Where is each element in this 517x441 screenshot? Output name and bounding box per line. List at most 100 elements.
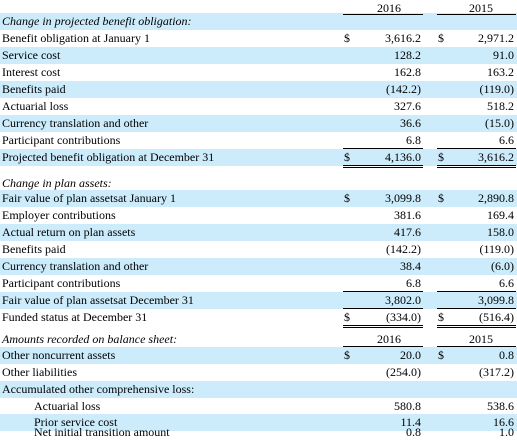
table-row: Other liabilities (254.0) (317.2) <box>0 364 517 381</box>
value-current: 3,099.8 <box>385 191 421 205</box>
currency-symbol: $ <box>344 310 350 324</box>
value-current: 0.8 <box>406 425 421 439</box>
value-current: 381.6 <box>394 208 421 222</box>
value-prior: 16.6 <box>493 415 514 429</box>
total-double-rule <box>437 165 516 168</box>
row-label: Service cost <box>2 48 61 62</box>
total-double-rule <box>343 165 423 168</box>
column-header-row: 2016 2015 <box>0 0 517 17</box>
total-row: Projected benefit obligation at December… <box>0 149 517 166</box>
table-row: Prior service cost 11.4 16.6 <box>0 414 517 431</box>
value-current: 38.4 <box>400 259 421 273</box>
header-underline-current <box>343 346 423 347</box>
section-title: Amounts recorded on balance sheet: <box>2 332 178 346</box>
value-current: 327.6 <box>394 99 421 113</box>
value-current: (142.2) <box>386 82 421 96</box>
row-label: Fair value of plan assetsat January 1 <box>2 191 176 205</box>
value-current: (142.2) <box>386 242 421 256</box>
table-row: Benefits paid (142.2) (119.0) <box>0 241 517 258</box>
value-prior: 538.6 <box>487 399 514 413</box>
value-prior: 3,099.8 <box>478 293 514 307</box>
year-header-current: 2016 <box>377 1 401 15</box>
year-header-prior: 2015 <box>469 1 493 15</box>
table-row: Currency translation and other 36.6 (15.… <box>0 115 517 132</box>
total-row: Funded status at December 31 $ (334.0) $… <box>0 309 517 326</box>
row-label: Benefits paid <box>2 242 66 256</box>
row-label: Employer contributions <box>2 208 116 222</box>
table-row: Service cost 128.2 91.0 <box>0 47 517 64</box>
value-prior: 169.4 <box>487 208 514 222</box>
section-title-row: Change in projected benefit obligation: <box>0 13 517 30</box>
subtotal-rule <box>343 308 423 309</box>
value-prior: 0.8 <box>499 348 514 362</box>
value-prior: (516.4) <box>479 310 514 324</box>
subtotal-rule <box>437 148 516 149</box>
currency-symbol: $ <box>344 150 350 164</box>
section-title: Change in projected benefit obligation: <box>2 14 192 28</box>
value-current: 11.4 <box>400 415 421 429</box>
value-current: 6.8 <box>406 276 421 290</box>
row-label: Interest cost <box>2 65 61 79</box>
row-label: Accumulated other comprehensive loss: <box>2 382 195 396</box>
row-label: Actuarial loss <box>2 99 69 113</box>
table-row: Benefit obligation at January 1 $ 3,616.… <box>0 30 517 47</box>
table-row: Benefits paid (142.2) (119.0) <box>0 81 517 98</box>
value-current: 20.0 <box>400 348 421 362</box>
table-row: Net initial transition amount 0.8 1.0 <box>0 424 517 441</box>
row-label: Actual return on plan assets <box>2 225 136 239</box>
table-row: Actual return on plan assets 417.6 158.0 <box>0 224 517 241</box>
value-current: 4,136.0 <box>385 150 421 164</box>
value-prior: 1.0 <box>499 425 514 439</box>
value-prior: (6.0) <box>491 259 514 273</box>
row-label: Benefits paid <box>2 82 66 96</box>
value-prior: 91.0 <box>493 48 514 62</box>
row-label: Net initial transition amount <box>34 425 170 439</box>
row-label: Benefit obligation at January 1 <box>2 31 150 45</box>
value-prior: 3,616.2 <box>478 150 514 164</box>
currency-symbol: $ <box>438 150 444 164</box>
value-current: 36.6 <box>400 116 421 130</box>
value-prior: 6.6 <box>499 276 514 290</box>
subtotal-rule <box>343 291 423 292</box>
table-row: Actuarial loss 580.8 538.6 <box>0 398 517 415</box>
currency-symbol: $ <box>344 31 350 45</box>
row-label: Funded status at December 31 <box>2 310 148 324</box>
currency-symbol: $ <box>344 191 350 205</box>
table-row: Participant contributions 6.8 6.6 <box>0 132 517 149</box>
value-current: 3,802.0 <box>385 293 421 307</box>
table-row: Actuarial loss 327.6 518.2 <box>0 98 517 115</box>
value-current: 162.8 <box>394 65 421 79</box>
table-row: Currency translation and other 38.4 (6.0… <box>0 258 517 275</box>
value-prior: (119.0) <box>479 82 514 96</box>
table-row: Fair value of plan assetsat December 31 … <box>0 292 517 309</box>
value-current: 417.6 <box>394 225 421 239</box>
currency-symbol: $ <box>344 348 350 362</box>
year-header-prior: 2015 <box>469 332 493 346</box>
row-label: Participant contributions <box>2 133 121 147</box>
value-prior: (119.0) <box>479 242 514 256</box>
row-label: Other noncurrent assets <box>2 348 116 362</box>
value-prior: 163.2 <box>487 65 514 79</box>
total-double-rule <box>343 325 423 328</box>
value-prior: 6.6 <box>499 133 514 147</box>
value-current: 580.8 <box>394 399 421 413</box>
currency-symbol: $ <box>438 31 444 45</box>
value-current: (334.0) <box>386 310 421 324</box>
table-row: Other noncurrent assets $ 20.0 $ 0.8 <box>0 347 517 364</box>
currency-symbol: $ <box>438 191 444 205</box>
row-label: Prior service cost <box>34 415 118 429</box>
table-row: Participant contributions 6.8 6.6 <box>0 275 517 292</box>
section-title-row: Amounts recorded on balance sheet: 2016 … <box>0 331 517 348</box>
value-current: (254.0) <box>386 365 421 379</box>
value-prior: 158.0 <box>487 225 514 239</box>
value-prior: (15.0) <box>485 116 514 130</box>
row-label: Participant contributions <box>2 276 121 290</box>
row-label: Projected benefit obligation at December… <box>2 150 215 164</box>
value-prior: 518.2 <box>487 99 514 113</box>
value-current: 6.8 <box>406 133 421 147</box>
subtotal-rule <box>343 148 423 149</box>
row-label: Actuarial loss <box>34 399 101 413</box>
value-current: 3,616.2 <box>385 31 421 45</box>
table-row: Interest cost 162.8 163.2 <box>0 64 517 81</box>
